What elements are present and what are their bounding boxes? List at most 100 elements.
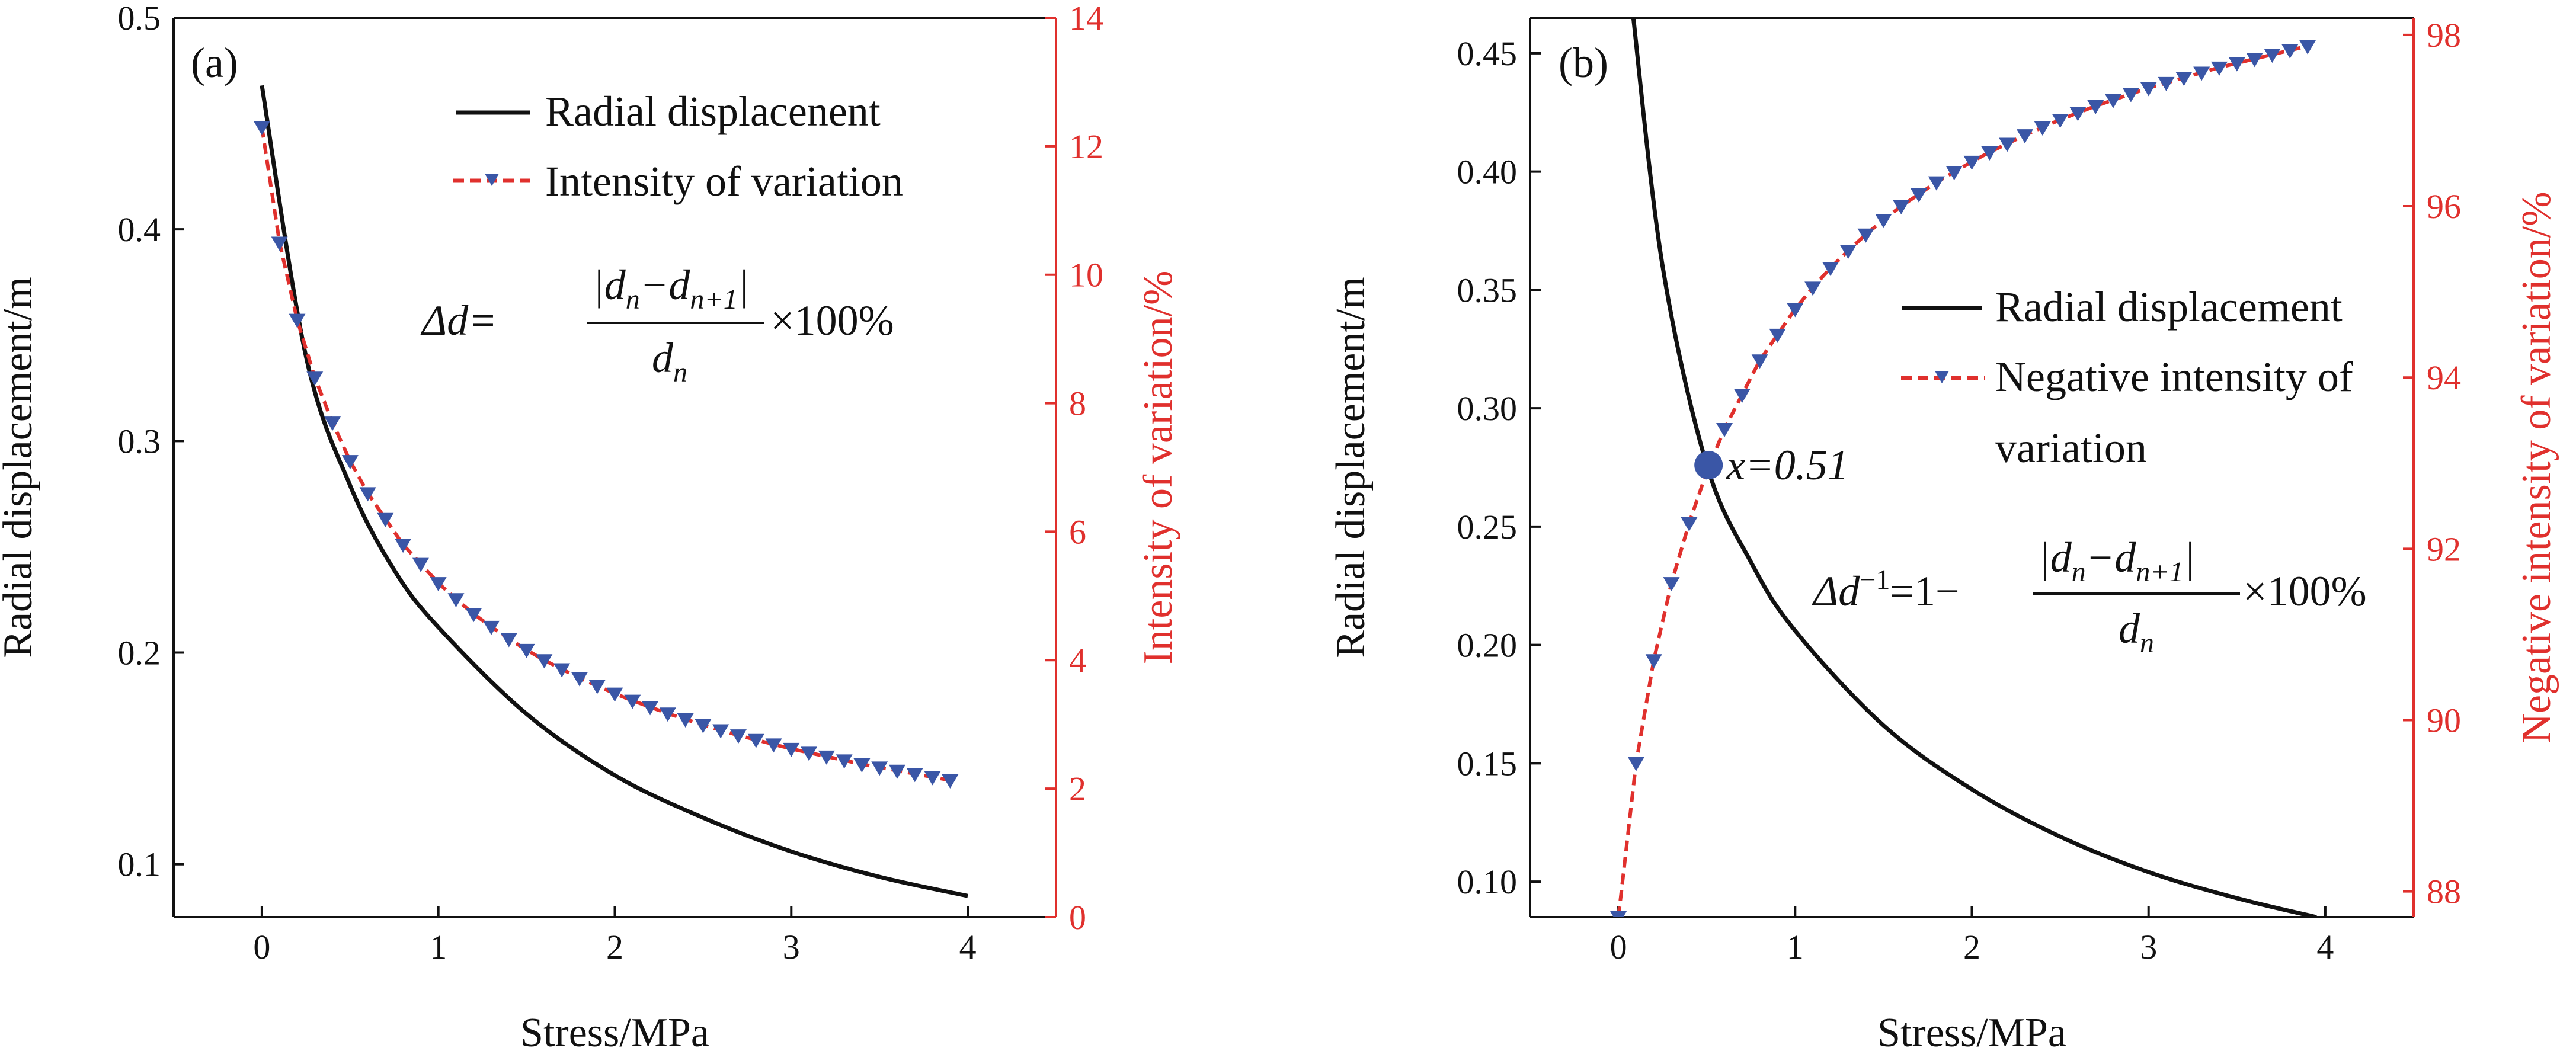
pb-y-tick-label: 0.10 <box>1457 863 1518 901</box>
formula-b-den-sub: n <box>2140 627 2154 659</box>
pa-x-tick-label: 3 <box>783 928 800 966</box>
panel-a-label: (a) <box>191 39 238 86</box>
pa-y2-tick-label: 4 <box>1069 641 1086 680</box>
pa-intensity-marker <box>271 236 288 251</box>
pa-intensity-marker <box>642 701 659 716</box>
pb-y-tick-label: 0.40 <box>1457 153 1518 191</box>
pb-y2-tick-label: 90 <box>2427 701 2461 739</box>
pb-intensity-marker <box>1645 654 1662 669</box>
svg-text:Δd=: Δd= <box>420 297 497 344</box>
pa-y2-tick-label: 2 <box>1069 770 1086 808</box>
pb-x-tick-label: 1 <box>1787 928 1804 966</box>
pb-intensity-marker <box>1787 303 1804 318</box>
pb-intensity-marker <box>1911 188 1928 203</box>
pb-y2-axis-title: Negative intensity of variation/% <box>2514 191 2559 743</box>
formula-b-sup: −1 <box>1860 564 1890 595</box>
formula-b-num-1: |d <box>2039 534 2072 581</box>
pb-intensity-marker <box>2264 49 2281 63</box>
pa-y2-tick-label: 8 <box>1069 384 1086 423</box>
panel-a: 0 1 2 3 40.10.20.30.40.502468101214Stress/MP… <box>0 0 1181 1051</box>
pa-x-tick-label: 1 <box>430 928 447 966</box>
pa-intensity-marker <box>712 724 729 739</box>
pb-intensity-marker <box>1751 354 1768 369</box>
formula-b-num-sub1: n <box>2072 556 2086 588</box>
pb-intensity-marker <box>2193 66 2210 81</box>
pa-y2-tick-label: 14 <box>1069 0 1103 37</box>
formula-b-eq: =1− <box>1890 568 1959 615</box>
pb-y-tick-label: 0.20 <box>1457 626 1518 665</box>
pa-x-tick-label: 0 <box>253 928 270 966</box>
pb-intensity-marker <box>1822 262 1839 277</box>
formula-a-den: d <box>652 334 674 382</box>
formula-a-tail: ×100% <box>770 297 894 344</box>
legend-b-label-1: Radial displacement <box>1995 283 2343 331</box>
formula-b-num-2: −d <box>2086 534 2137 581</box>
legend-a-triangle <box>485 174 499 186</box>
panel-b-marks: 0 1 2 3 4 0.10 0.15 0.20 0.25 0.30 0.35 0.40 0.45 88 9… <box>1328 16 2559 1051</box>
pa-intensity-marker <box>783 742 800 757</box>
formula-a-den-sub: n <box>673 357 687 388</box>
pa-x-axis-title: Stress/MPa <box>520 1010 709 1051</box>
pb-x-tick-label: 0 <box>1610 928 1627 966</box>
formula-b-lhs-text: Δd <box>1812 568 1860 615</box>
pa-y-tick-label: 0.5 <box>118 0 161 37</box>
formula-a-num-sub2: n+1 <box>690 284 737 315</box>
pb-intensity-marker <box>1681 517 1698 531</box>
pa-y2-tick-label: 10 <box>1069 256 1103 294</box>
pa-intensity-marker <box>836 754 853 769</box>
pb-intersection-label: x=0.51 <box>1726 441 1849 489</box>
pb-y-tick-label: 0.25 <box>1457 508 1518 546</box>
formula-b-numerator: |dn−dn+1| <box>2039 534 2196 588</box>
pa-intensity-marker <box>571 672 588 687</box>
pa-plot-area <box>253 85 968 898</box>
pa-intensity-marker <box>588 680 606 694</box>
pb-intensity-marker <box>2034 121 2051 136</box>
pb-intensity-marker <box>1839 245 1857 259</box>
pb-intensity-marker <box>1663 577 1680 592</box>
pa-intensity-marker <box>483 620 500 635</box>
pa-y2-tick-label: 12 <box>1069 127 1103 166</box>
legend-b-triangle <box>1935 371 1949 383</box>
pb-intensity-marker <box>2140 82 2157 97</box>
pa-intensity-marker <box>500 633 517 648</box>
pb-y2-tick-label: 98 <box>2427 16 2461 55</box>
pa-y-tick-label: 0.4 <box>118 210 161 249</box>
panel-b-label: (b) <box>1559 39 1608 86</box>
pa-intensity-marker <box>729 729 747 744</box>
pa-intensity-marker <box>888 764 905 779</box>
pb-intensity-marker <box>1610 911 1627 917</box>
pa-intensity-marker <box>624 694 641 709</box>
pb-y-axis-title: Radial displacement/m <box>1328 277 1374 658</box>
pb-displacement-line <box>1631 18 2317 917</box>
pa-intensity-marker <box>747 733 764 748</box>
pa-intensity-marker <box>341 455 359 470</box>
pa-x-tick-label: 2 <box>606 928 623 966</box>
pb-intensity-marker <box>2087 100 2104 114</box>
pa-intensity-marker <box>412 557 429 572</box>
pa-intensity-marker <box>447 593 465 608</box>
pb-x-tick-label: 2 <box>1963 928 1980 966</box>
pa-intensity-marker <box>606 687 623 702</box>
pa-intensity-marker <box>430 577 447 592</box>
formula-a-num-1: |d <box>593 261 626 309</box>
panel-a-legend: Radial displacenent Intensity of variati… <box>453 88 903 205</box>
pb-intensity-marker <box>1733 389 1751 403</box>
pb-intensity-marker <box>1875 214 1892 229</box>
pb-intensity-marker <box>2105 94 2122 108</box>
formula-b-lhs: Δd−1=1− <box>1812 564 1960 615</box>
pa-intensity-marker <box>518 643 535 658</box>
formula-b-denominator: dn <box>2119 605 2154 659</box>
pb-intensity-marker <box>1999 137 2016 152</box>
pa-intensity-marker <box>324 416 341 431</box>
pb-y-tick-label: 0.45 <box>1457 34 1518 73</box>
pb-intensity-marker <box>1804 281 1822 296</box>
pb-y2-tick-label: 94 <box>2427 358 2461 397</box>
pa-intensity-marker <box>306 371 324 386</box>
pa-intensity-marker <box>818 750 835 765</box>
panel-b-legend: Radial displacement Negative intensity o… <box>1901 283 2353 472</box>
formula-a-num-sub1: n <box>626 284 640 315</box>
pa-intensity-marker <box>765 738 782 753</box>
pb-intensity-marker <box>1627 757 1644 771</box>
formula-b-tail: ×100% <box>2243 568 2367 615</box>
